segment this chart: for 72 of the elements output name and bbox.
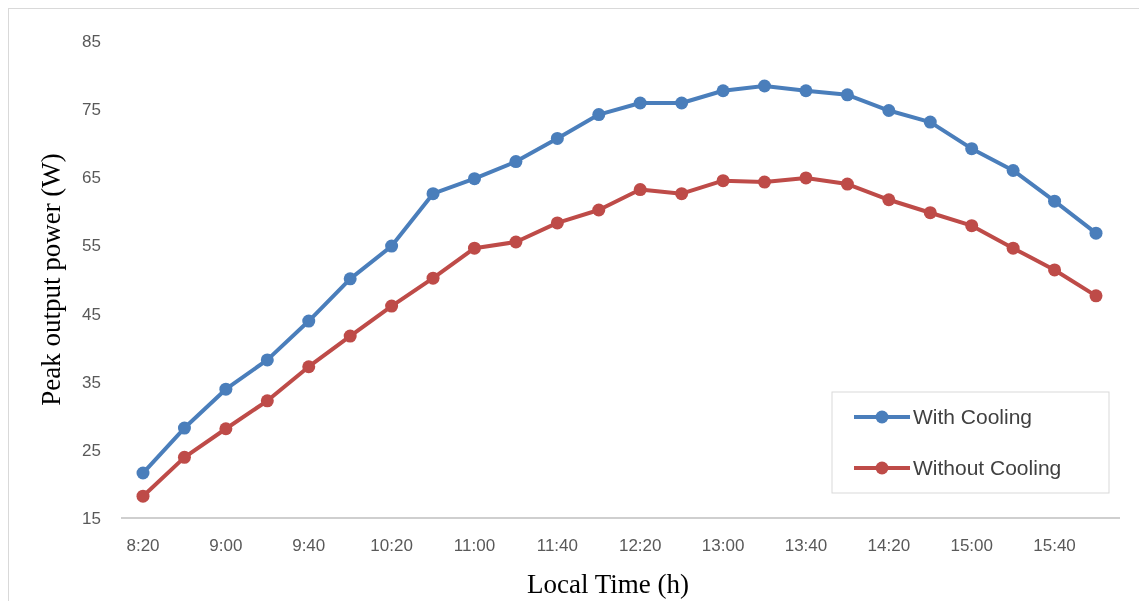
point <box>840 88 854 102</box>
x-tick-label: 11:40 <box>536 536 578 555</box>
y-tick-label: 55 <box>82 236 101 256</box>
x-tick-label: 8:20 <box>126 536 160 555</box>
x-tick-label: 15:40 <box>1033 536 1076 555</box>
y-tick-label: 75 <box>82 100 101 120</box>
point <box>467 172 481 186</box>
point <box>302 314 316 328</box>
point <box>923 115 937 129</box>
point <box>343 272 357 286</box>
point <box>509 155 523 169</box>
x-tick-label: 15:00 <box>950 536 993 555</box>
y-tick-label: 65 <box>82 168 101 188</box>
point <box>592 108 606 122</box>
point <box>1006 163 1020 177</box>
x-tick-label: 11:00 <box>453 536 496 555</box>
point <box>1048 263 1062 277</box>
y-axis-title: Peak output power (W) <box>36 153 66 406</box>
point <box>1089 289 1103 303</box>
point <box>219 422 233 436</box>
point <box>136 466 150 480</box>
x-tick-label: 9:40 <box>292 536 326 555</box>
point <box>550 131 564 145</box>
x-tick-label: 13:00 <box>701 536 745 555</box>
x-tick-label: 10:20 <box>370 536 413 555</box>
x-tick-label: 12:20 <box>618 536 662 555</box>
y-tick-label: 15 <box>82 508 101 528</box>
point <box>260 353 274 367</box>
point <box>675 96 689 110</box>
point <box>467 241 481 255</box>
point <box>716 174 730 188</box>
point <box>633 183 647 197</box>
point <box>799 171 813 185</box>
point <box>177 421 191 435</box>
point <box>1006 241 1020 255</box>
x-tick-label: 13:40 <box>784 536 828 555</box>
point <box>758 175 772 189</box>
point <box>840 177 854 191</box>
point <box>302 360 316 374</box>
x-axis-title: Local Time (h) <box>527 569 689 599</box>
point <box>799 84 813 98</box>
point <box>385 299 399 313</box>
point <box>923 206 937 220</box>
point <box>343 329 357 343</box>
legend-label: Without Cooling <box>913 456 1062 480</box>
y-tick-label: 85 <box>82 31 101 51</box>
point <box>882 104 896 118</box>
point <box>1048 194 1062 208</box>
point <box>633 96 647 110</box>
y-tick-label: 25 <box>82 440 101 460</box>
point <box>426 187 440 201</box>
point <box>1089 226 1103 240</box>
point <box>965 142 979 156</box>
point <box>716 84 730 98</box>
point <box>177 450 191 464</box>
point <box>882 193 896 207</box>
point <box>965 219 979 233</box>
x-tick-label: 14:20 <box>867 536 911 555</box>
point <box>550 216 564 230</box>
point <box>758 79 772 93</box>
point <box>592 203 606 217</box>
point <box>136 489 150 503</box>
point <box>675 187 689 201</box>
y-tick-label: 45 <box>82 304 101 324</box>
legend-label: With Cooling <box>913 405 1033 429</box>
point <box>219 382 233 396</box>
point <box>426 271 440 285</box>
point <box>509 235 523 249</box>
y-tick-label: 35 <box>82 372 101 392</box>
point <box>385 239 399 253</box>
point <box>260 394 274 408</box>
x-tick-label: 9:00 <box>209 536 243 555</box>
